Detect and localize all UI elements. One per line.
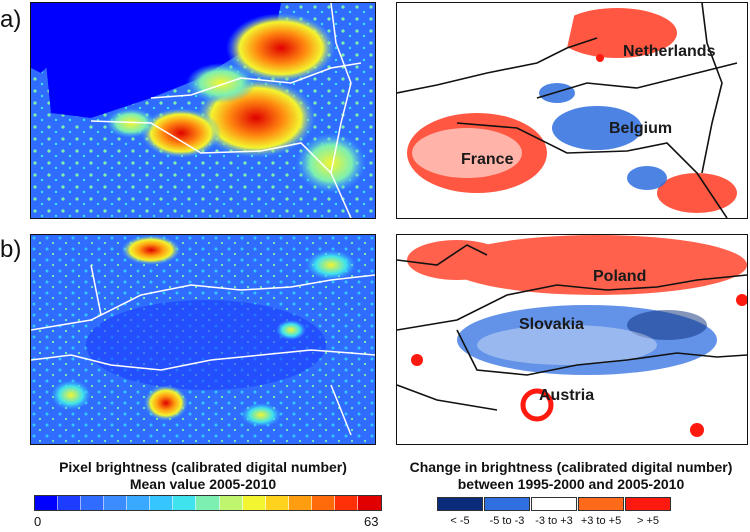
ramp-swatch: [311, 496, 335, 510]
ramp-swatch: [173, 496, 197, 510]
legend-brightness-title: Pixel brightness (calibrated digital num…: [30, 459, 376, 493]
change-class-swatch: [531, 497, 577, 511]
legend-brightness-title-line1: Pixel brightness (calibrated digital num…: [59, 459, 347, 475]
ramp-swatch: [35, 496, 59, 510]
legend-change-title-line1: Change in brightness (calibrated digital…: [409, 459, 733, 475]
change-class-label: -5 to -3: [489, 515, 525, 527]
change-class-swatch: [578, 497, 624, 511]
panel-label-b: b): [0, 236, 22, 263]
ramp-swatch: [150, 496, 174, 510]
label-belgium: Belgium: [609, 120, 673, 137]
ramp-swatch: [81, 496, 105, 510]
label-france: France: [461, 151, 514, 168]
change-class-label: +3 to +5: [580, 515, 622, 527]
panel-label-a: a): [0, 6, 22, 33]
legend-change-title-line2: between 1995-2000 and 2005-2010: [457, 476, 685, 492]
ramp-swatch: [242, 496, 266, 510]
change-class-swatches: [437, 497, 672, 511]
change-class-swatch: [625, 497, 671, 511]
map-brightness-central-europe: [30, 234, 376, 445]
change-class-swatch: [484, 497, 530, 511]
legend-brightness-max: 63: [364, 514, 379, 529]
ramp-swatch: [334, 496, 358, 510]
change-class-label: -3 to +3: [535, 515, 573, 527]
legend-brightness-title-line2: Mean value 2005-2010: [129, 476, 277, 492]
label-slovakia: Slovakia: [519, 316, 584, 333]
label-poland: Poland: [593, 268, 647, 285]
ramp-swatch: [288, 496, 312, 510]
ramp-swatch: [58, 496, 82, 510]
brightness-color-ramp: [34, 495, 382, 511]
label-austria: Austria: [539, 387, 595, 404]
legend-brightness-min: 0: [34, 514, 42, 529]
ramp-swatch: [127, 496, 151, 510]
map-change-central-europe: Poland Slovakia Austria: [396, 234, 748, 445]
ramp-swatch: [104, 496, 128, 510]
ramp-swatch: [219, 496, 243, 510]
change-class-label: < -5: [450, 515, 470, 527]
ramp-swatch: [196, 496, 220, 510]
map-brightness-benelux: [30, 2, 376, 219]
map-change-benelux: Netherlands Belgium France: [396, 2, 748, 219]
ramp-swatch: [357, 496, 381, 510]
ramp-swatch: [265, 496, 289, 510]
change-class-swatch: [437, 497, 483, 511]
change-class-label: > +5: [636, 515, 660, 527]
label-netherlands: Netherlands: [623, 43, 716, 60]
legend-change-title: Change in brightness (calibrated digital…: [392, 459, 750, 493]
